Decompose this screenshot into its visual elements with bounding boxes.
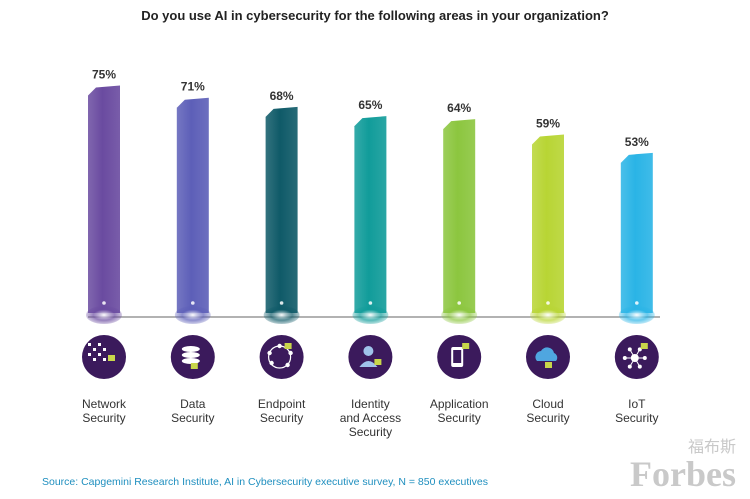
iot-security-icon: [614, 335, 659, 379]
cloud-security-icon: [526, 335, 570, 379]
forbes-watermark-logo: 福布斯 Forbes: [630, 437, 736, 490]
bar-dot-5: [546, 301, 550, 305]
svg-text:Forbes: Forbes: [630, 454, 736, 490]
category-label-0: Network Security: [82, 397, 127, 425]
bar-dot-1: [191, 301, 195, 305]
value-label-0: 75%: [92, 68, 116, 82]
identity-access-icon: [348, 335, 393, 379]
value-label-3: 65%: [358, 98, 382, 112]
bar-2: [265, 106, 298, 313]
value-label-2: 68%: [270, 89, 294, 103]
bar-base-6: [618, 306, 655, 324]
bar-base-2: [263, 306, 300, 324]
value-label-5: 59%: [536, 116, 560, 130]
chart-title: Do you use AI in cybersecurity for the f…: [141, 8, 609, 23]
data-security-icon: [170, 335, 215, 379]
bar-dot-3: [368, 301, 373, 305]
value-label-4: 64%: [447, 101, 471, 115]
category-label-6: IoT Security: [615, 397, 658, 425]
category-label-2: Endpoint Security: [258, 397, 306, 425]
bar-6: [620, 152, 653, 313]
value-label-6: 53%: [625, 135, 649, 149]
network-security-icon: [82, 335, 126, 379]
bar-base-0: [86, 306, 122, 324]
bar-dot-2: [279, 301, 284, 305]
category-label-5: Cloud Security: [526, 397, 569, 425]
source-note: Source: Capgemini Research Institute, AI…: [42, 476, 488, 488]
bar-dot-0: [102, 301, 106, 305]
category-label-4: Application Security: [430, 397, 489, 425]
bar-4: [443, 119, 476, 313]
application-security-icon: [437, 335, 482, 379]
category-label-1: Data Security: [171, 397, 214, 425]
bar-base-3: [352, 306, 389, 324]
endpoint-security-icon: [259, 335, 304, 379]
svg-text:福布斯: 福布斯: [688, 437, 736, 456]
bar-5: [532, 134, 564, 313]
bar-dot-4: [457, 301, 462, 305]
bar-base-5: [530, 306, 566, 324]
bar-base-4: [441, 306, 478, 324]
bar-1: [176, 97, 209, 314]
category-label-3: Identity and Access Security: [340, 397, 401, 439]
bar-0: [88, 85, 120, 313]
value-label-1: 71%: [181, 80, 205, 94]
bar-3: [354, 116, 387, 313]
bar-base-1: [174, 306, 211, 324]
bar-dot-6: [635, 301, 639, 305]
